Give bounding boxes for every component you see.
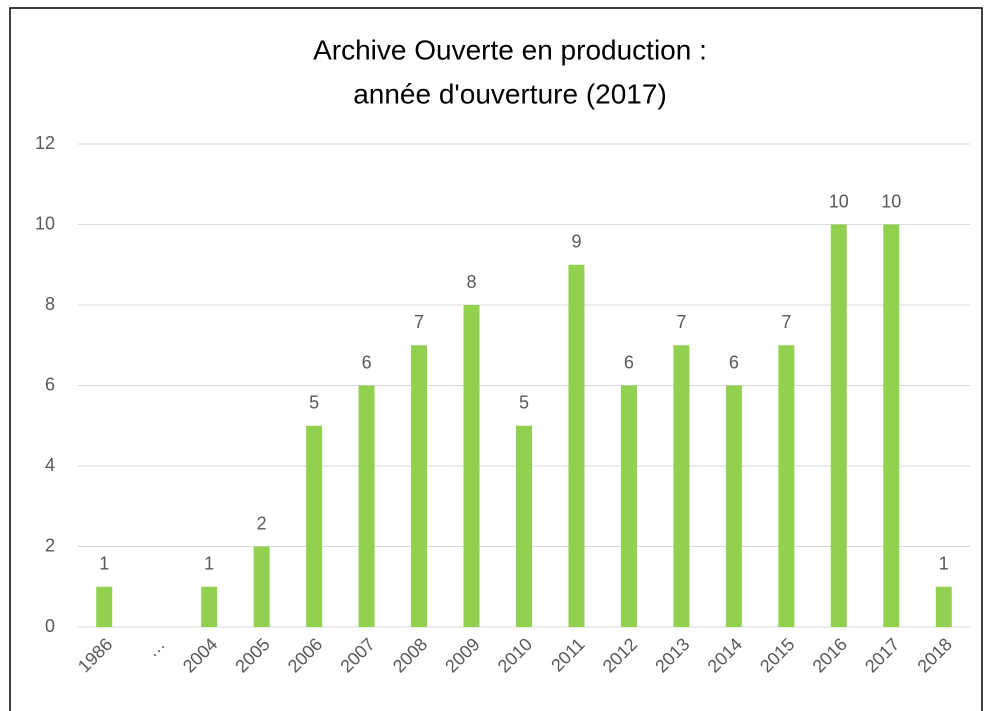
data-label: 2 [257, 513, 267, 533]
y-tick-label: 0 [45, 616, 55, 636]
y-tick-label: 6 [45, 374, 55, 394]
bar [778, 345, 795, 627]
bar [96, 586, 113, 627]
bar [463, 305, 480, 627]
data-label: 5 [309, 393, 319, 413]
bar [516, 425, 532, 627]
bar [725, 385, 742, 627]
y-tick-label: 12 [35, 133, 55, 153]
data-label: 6 [362, 352, 372, 372]
bar [306, 425, 323, 627]
data-label: 7 [676, 312, 686, 332]
data-label: 6 [624, 352, 634, 372]
bar [883, 224, 900, 627]
data-label: 6 [729, 352, 739, 372]
bar [620, 385, 637, 627]
bar [253, 546, 270, 627]
chart-frame [9, 7, 983, 711]
data-label: 1 [204, 554, 214, 574]
y-tick-label: 10 [35, 213, 55, 233]
y-tick-label: 4 [45, 455, 55, 475]
data-label: 1 [939, 554, 949, 574]
y-tick-label: 8 [45, 294, 55, 314]
data-label: 10 [881, 191, 901, 211]
data-label: 1 [99, 554, 109, 574]
bar [411, 345, 428, 627]
data-label: 9 [571, 232, 581, 252]
data-label: 5 [519, 393, 529, 413]
bar [358, 385, 375, 627]
data-label: 10 [829, 191, 849, 211]
bar [935, 586, 952, 627]
bar [673, 345, 690, 627]
data-label: 7 [781, 312, 791, 332]
bar [201, 586, 218, 627]
bar [830, 224, 847, 627]
bar [568, 264, 585, 627]
y-tick-label: 2 [45, 535, 55, 555]
data-label: 8 [467, 272, 477, 292]
chart-title: Archive Ouverte en production : [313, 34, 707, 65]
chart-title: année d'ouverture (2017) [353, 78, 667, 109]
data-label: 7 [414, 312, 424, 332]
